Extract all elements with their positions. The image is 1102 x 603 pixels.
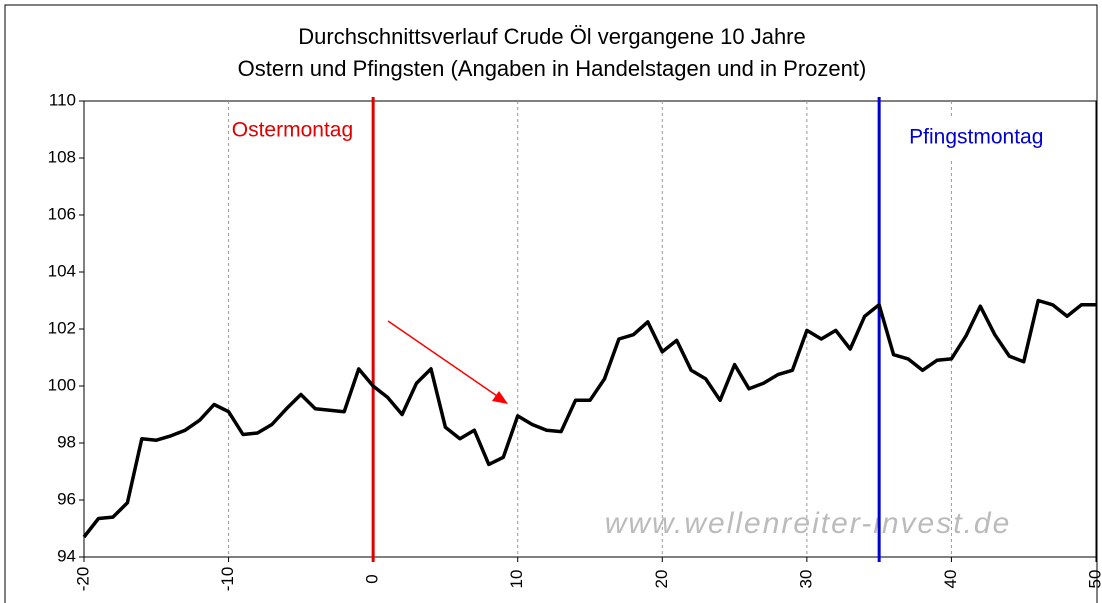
y-tick-label: 102 — [48, 318, 76, 337]
y-tick-label: 110 — [49, 90, 76, 109]
annotation-arrowhead — [492, 391, 508, 404]
x-tick-label: 20 — [652, 570, 671, 589]
y-tick-label: 108 — [48, 147, 76, 166]
annotation-arrow — [387, 320, 501, 399]
y-tick-label: 106 — [48, 204, 76, 223]
reference-label: Ostermontag — [232, 119, 353, 142]
x-tick-label: 30 — [796, 570, 815, 589]
y-tick-label: 94 — [57, 546, 76, 565]
x-tick-label: -20 — [73, 567, 92, 592]
y-tick-label: 104 — [48, 261, 76, 280]
y-tick-label: 100 — [48, 375, 76, 394]
data-line — [82, 298, 1096, 539]
reference-label: Pfingstmontag — [909, 126, 1043, 149]
plot-area — [83, 100, 1097, 558]
x-tick-label: 40 — [941, 570, 960, 589]
x-tick-label: 50 — [1085, 570, 1102, 589]
y-tick-label: 98 — [57, 432, 76, 451]
label-box — [905, 118, 1085, 158]
watermark: www.wellenreiter-invest.de — [605, 507, 1012, 540]
chart-title: Durchschnittsverlauf Crude Öl vergangene… — [298, 24, 806, 49]
x-tick-label: 10 — [507, 570, 526, 589]
x-tick-label: 0 — [363, 574, 382, 583]
y-tick-label: 96 — [57, 489, 76, 508]
chart-subtitle: Ostern und Pfingsten (Angaben in Handels… — [238, 56, 867, 81]
x-tick-label: -10 — [218, 567, 237, 592]
